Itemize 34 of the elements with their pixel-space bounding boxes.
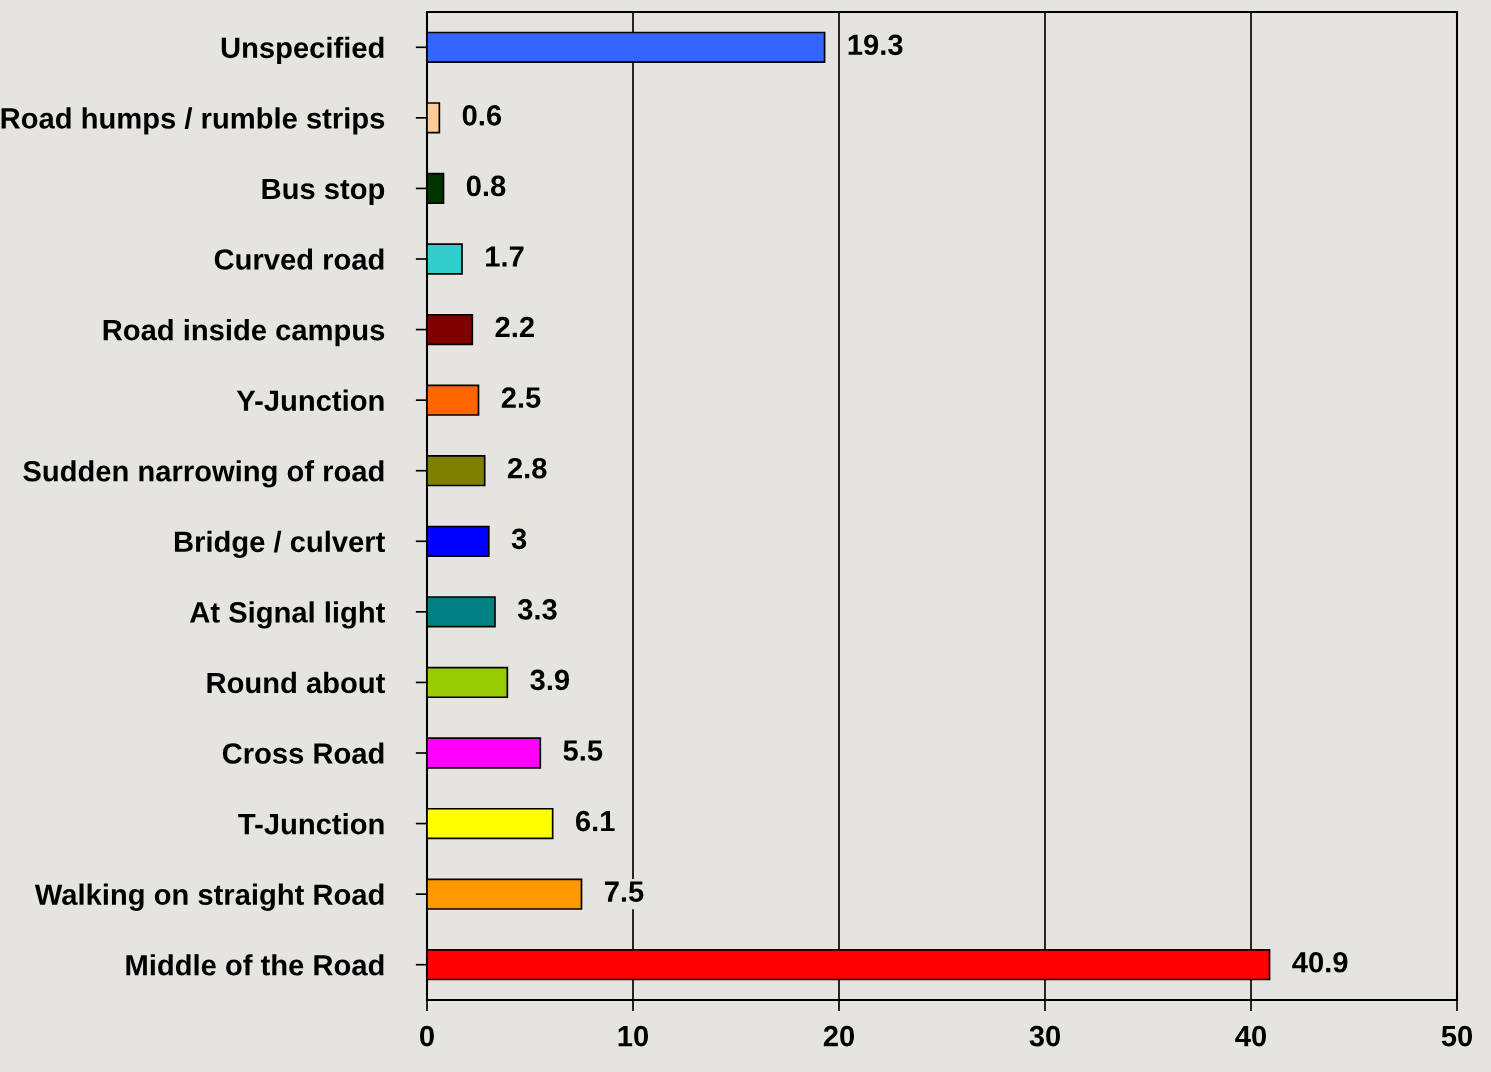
data-label: 7.5 [604, 881, 644, 902]
y-tick-label: Round about [207, 671, 385, 694]
data-label: 3.3 [517, 599, 557, 620]
y-tick-label: T-Junction [238, 813, 384, 835]
y-tick-label: Cross Road [222, 742, 384, 764]
y-tick-label: Middle of the Road [126, 954, 384, 976]
data-label: 0.8 [466, 175, 506, 197]
y-tick-label: Sudden narrowing of road [23, 460, 384, 488]
data-label: 3.9 [530, 669, 570, 691]
data-label: 0.6 [462, 105, 502, 126]
y-tick-label: Unspecified [221, 36, 384, 64]
x-tick-label: 30 [1029, 1025, 1061, 1047]
data-label: 2.2 [495, 316, 534, 338]
data-label: 2.5 [501, 387, 541, 408]
data-label: 2.8 [507, 457, 547, 479]
data-label: 40.9 [1292, 951, 1348, 973]
x-tick-label: 50 [1441, 1025, 1473, 1047]
y-tick-label: Road humps / rumble strips [1, 107, 385, 135]
y-tick-label: Bridge / culvert [174, 530, 385, 559]
y-tick-label: Bus stop [262, 178, 385, 206]
x-tick-label: 0 [420, 1025, 434, 1047]
data-label: 5.5 [563, 740, 603, 761]
x-tick-label: 40 [1235, 1025, 1267, 1047]
y-tick-label: Curved road [214, 248, 384, 270]
y-tick-label: At Signal light [190, 601, 385, 629]
y-tick-label: Walking on straight Road [34, 883, 384, 911]
y-tick-label: Y-Junction [236, 389, 384, 411]
data-label: 19.3 [848, 34, 903, 56]
x-tick-label: 10 [618, 1025, 649, 1047]
data-label: 6.1 [575, 810, 615, 832]
x-tick-label: 20 [823, 1025, 855, 1047]
data-label: 3 [511, 528, 527, 550]
data-label: 1.7 [486, 246, 524, 267]
y-tick-label: Road inside campus [103, 319, 385, 347]
